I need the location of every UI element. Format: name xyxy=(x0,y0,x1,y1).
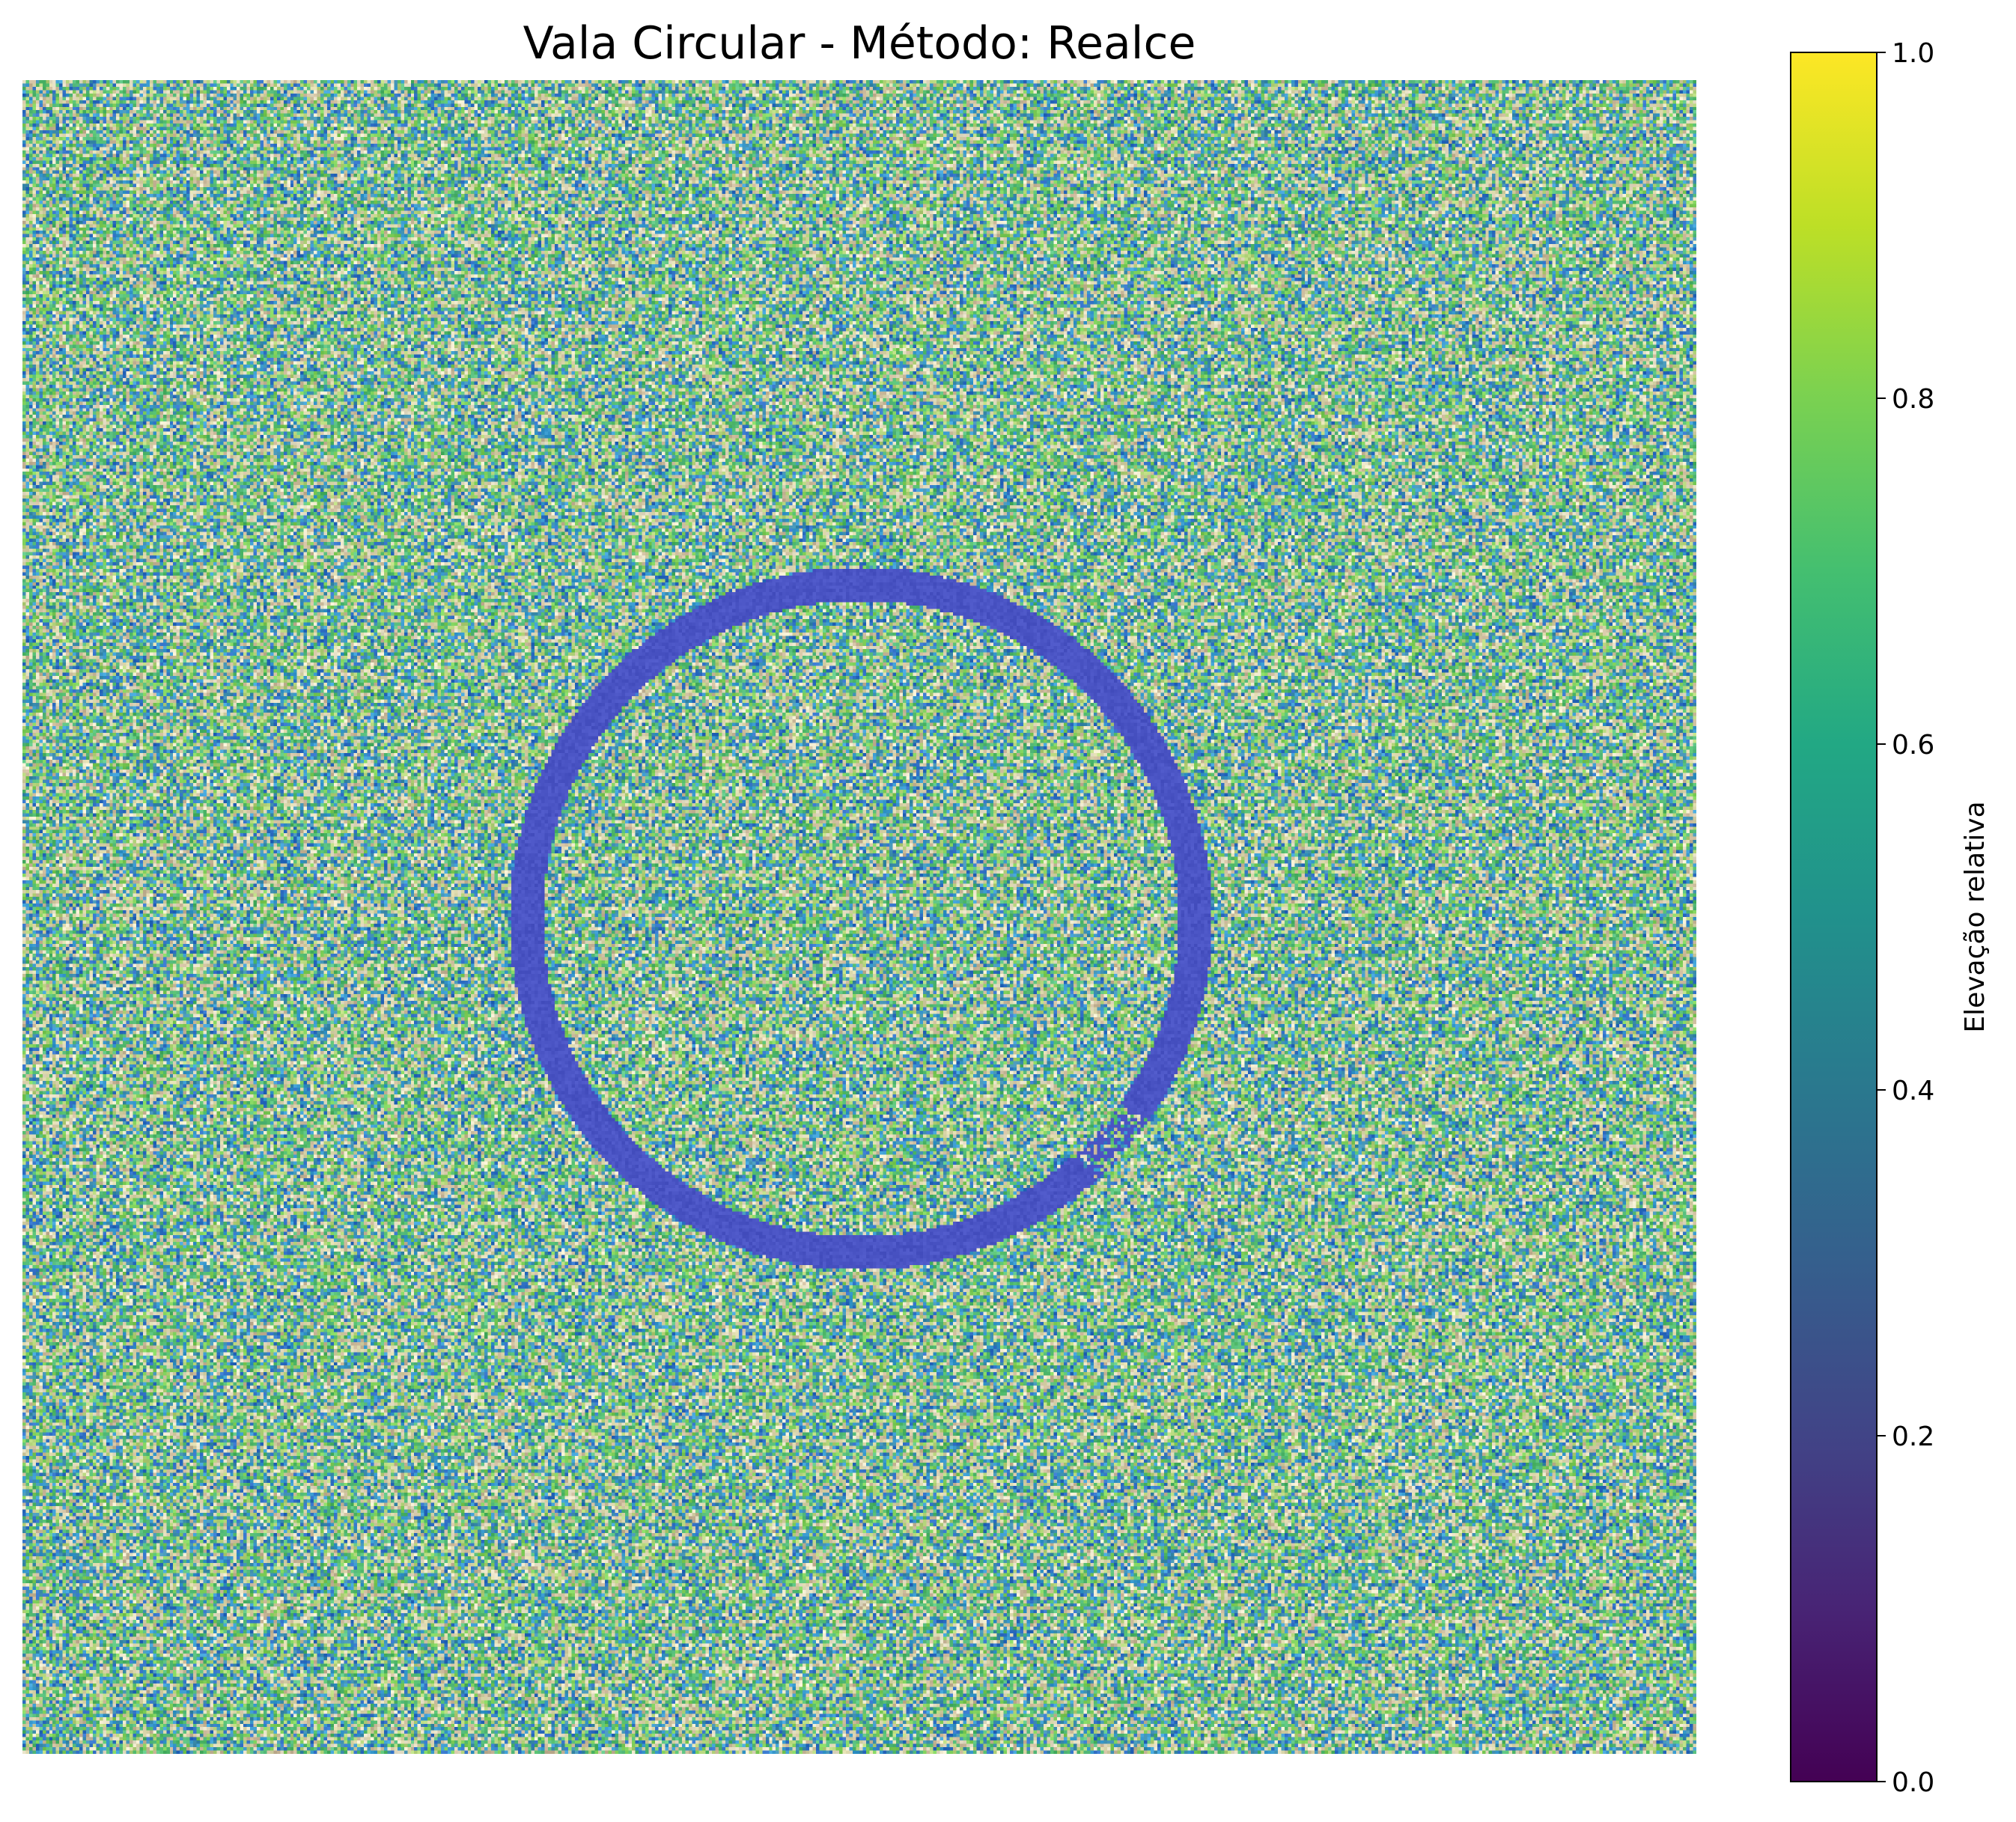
colorbar-tick-label: 0.6 xyxy=(1892,730,1934,761)
heatmap-image xyxy=(22,80,1696,1754)
colorbar-tick-label: 0.2 xyxy=(1892,1422,1934,1452)
colorbar-tick-label: 0.8 xyxy=(1892,384,1934,415)
colorbar-gradient xyxy=(1790,52,1878,1782)
colorbar-tick-label: 1.0 xyxy=(1892,38,1934,69)
chart-title: Vala Circular - Método: Realce xyxy=(523,17,1196,70)
colorbar-tick-label: 0.0 xyxy=(1892,1767,1934,1798)
colorbar-ticks: 0.0 0.2 0.4 0.6 0.8 1.0 xyxy=(1877,38,1934,1798)
colorbar-label: Elevação relativa xyxy=(1960,801,1991,1032)
colorbar-tick-label: 0.4 xyxy=(1892,1076,1934,1106)
colorbar: 0.0 0.2 0.4 0.6 0.8 1.0 Elevação relativa xyxy=(1790,38,1991,1798)
